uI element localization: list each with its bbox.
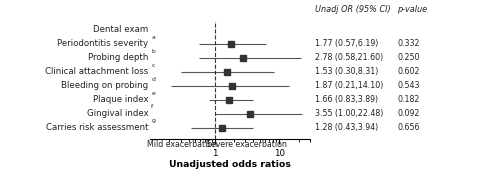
Text: f: f: [151, 104, 154, 109]
Text: Mild exacerbation: Mild exacerbation: [147, 140, 218, 149]
Text: 0.182: 0.182: [398, 95, 420, 104]
Text: c: c: [151, 62, 154, 67]
Text: 1.77 (0.57,6.19): 1.77 (0.57,6.19): [315, 39, 378, 48]
Text: 3.55 (1.00,22.48): 3.55 (1.00,22.48): [315, 109, 384, 118]
Text: Bleeding on probing: Bleeding on probing: [62, 81, 148, 90]
Text: Dental exam: Dental exam: [93, 25, 148, 34]
Text: e: e: [151, 91, 155, 96]
Text: d: d: [151, 77, 155, 82]
Text: 1.66 (0.83,3.89): 1.66 (0.83,3.89): [315, 95, 378, 104]
Text: Periodontitis severity: Periodontitis severity: [58, 39, 148, 48]
Text: 2.78 (0.58,21.60): 2.78 (0.58,21.60): [315, 53, 383, 62]
Text: Gingival index: Gingival index: [86, 109, 148, 118]
X-axis label: Unadjusted odds ratios: Unadjusted odds ratios: [169, 160, 291, 169]
Text: 0.656: 0.656: [398, 123, 420, 132]
Text: Clinical attachment loss: Clinical attachment loss: [45, 67, 148, 76]
Text: 1.28 (0.43,3.94): 1.28 (0.43,3.94): [315, 123, 378, 132]
Text: 1.53 (0.30,8.31): 1.53 (0.30,8.31): [315, 67, 378, 76]
Text: 0.332: 0.332: [398, 39, 420, 48]
Text: a: a: [151, 35, 155, 40]
Text: 0.092: 0.092: [398, 109, 420, 118]
Text: g: g: [151, 119, 155, 124]
Text: Carries risk assessment: Carries risk assessment: [46, 123, 148, 132]
Text: 0.250: 0.250: [398, 53, 420, 62]
Text: 0.543: 0.543: [398, 81, 420, 90]
Text: p-value: p-value: [398, 5, 428, 14]
Text: Severe exacerbation: Severe exacerbation: [206, 140, 288, 149]
Text: Unadj OR (95% CI): Unadj OR (95% CI): [315, 5, 390, 14]
Text: 1.87 (0.21,14.10): 1.87 (0.21,14.10): [315, 81, 384, 90]
Text: 0.602: 0.602: [398, 67, 420, 76]
Text: Probing depth: Probing depth: [88, 53, 148, 62]
Text: Plaque index: Plaque index: [93, 95, 148, 104]
Text: b: b: [151, 49, 155, 54]
